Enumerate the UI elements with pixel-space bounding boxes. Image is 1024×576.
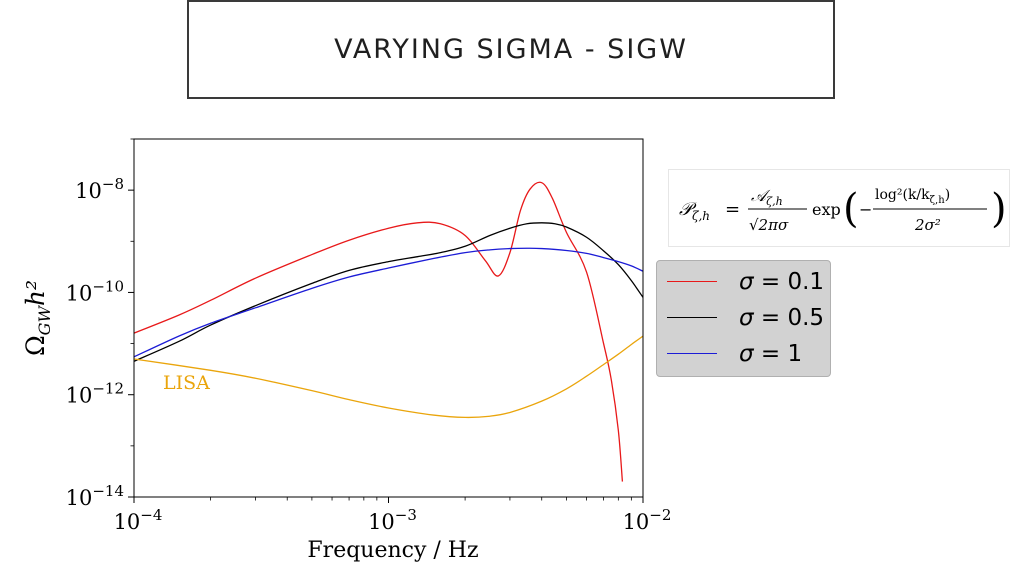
formula-num: 𝒜 [751, 186, 771, 205]
formula-den: √2πσ [749, 216, 789, 234]
y-axis-label: ΩGWh² [21, 280, 54, 356]
y-tick-label: 10−10 [66, 277, 124, 305]
legend-value: = 0.5 [753, 305, 825, 331]
legend-entry: σ = 0.1 [657, 267, 830, 297]
tick-layer: 10−4 10−3 10−2 10−14 10−12 10−10 10−8 [66, 138, 672, 534]
legend-value: = 0.1 [753, 269, 825, 295]
series-layer [134, 181, 643, 482]
svg-text:𝒜ζ,h: 𝒜ζ,h [751, 186, 783, 208]
formula-minus: − [859, 200, 872, 219]
series-line-1 [134, 247, 643, 358]
legend-entry: σ = 1 [657, 339, 830, 369]
annotation-lisa: LISA [163, 372, 210, 394]
y-axis-label-omega: Ω [21, 335, 50, 356]
formula-inner-num: log²(k/k [875, 187, 930, 203]
formula-num-sub: ζ,h [766, 195, 783, 208]
series-line-0-5 [134, 222, 643, 362]
formula-lparen: ( [843, 186, 859, 232]
formula-box: 𝒫ζ,h = 𝒜ζ,h √2πσ exp ( − log²(k/kζ,h) 2σ… [668, 169, 1010, 247]
formula: 𝒫ζ,h = 𝒜ζ,h √2πσ exp ( − log²(k/kζ,h) 2σ… [679, 186, 1007, 234]
y-axis-label-tail: h² [21, 280, 50, 306]
y-axis-label-sub: GW [35, 305, 54, 336]
legend-label: σ = 0.5 [739, 305, 824, 331]
title-box: VARYING SIGMA - SIGW [187, 0, 835, 99]
plot-frame [133, 138, 644, 498]
legend-label: σ = 0.1 [739, 269, 824, 295]
series-line-lisa [134, 335, 643, 419]
legend-symbol: σ [739, 341, 754, 367]
legend-entry: σ = 0.5 [657, 303, 830, 333]
formula-equals: = [725, 199, 740, 220]
y-tick-label: 10−8 [75, 175, 124, 203]
svg-text:𝒫ζ,h: 𝒫ζ,h [679, 199, 710, 223]
legend-label: σ = 1 [739, 341, 802, 367]
slide-title: VARYING SIGMA - SIGW [334, 34, 688, 65]
legend-symbol: σ [739, 305, 754, 331]
x-tick-label: 10−4 [114, 506, 163, 534]
x-tick-label: 10−3 [368, 506, 417, 534]
legend-value: = 1 [753, 341, 803, 367]
legend-swatch [667, 353, 717, 354]
legend-swatch [667, 281, 717, 282]
x-tick-label: 10−2 [623, 506, 672, 534]
svg-text:log²(k/kζ,h): log²(k/kζ,h) [875, 187, 950, 206]
series-line-0-1 [134, 181, 624, 482]
legend: σ = 0.1 σ = 0.5 σ = 1 [656, 260, 831, 377]
annotation-layer: LISA [163, 372, 210, 394]
formula-rparen: ) [991, 186, 1007, 232]
formula-lhs-sub: ζ,h [692, 209, 710, 223]
legend-symbol: σ [739, 269, 754, 295]
y-tick-label: 10−12 [66, 380, 124, 408]
legend-swatch [667, 317, 717, 318]
formula-exp: exp [812, 200, 841, 219]
formula-inner-num-sub: ζ,h [930, 195, 946, 206]
y-tick-label: 10−14 [66, 482, 124, 510]
formula-inner-den: 2σ² [914, 216, 941, 234]
formula-inner-num-tail: ) [945, 187, 950, 203]
x-axis-label: Frequency / Hz [307, 538, 478, 563]
